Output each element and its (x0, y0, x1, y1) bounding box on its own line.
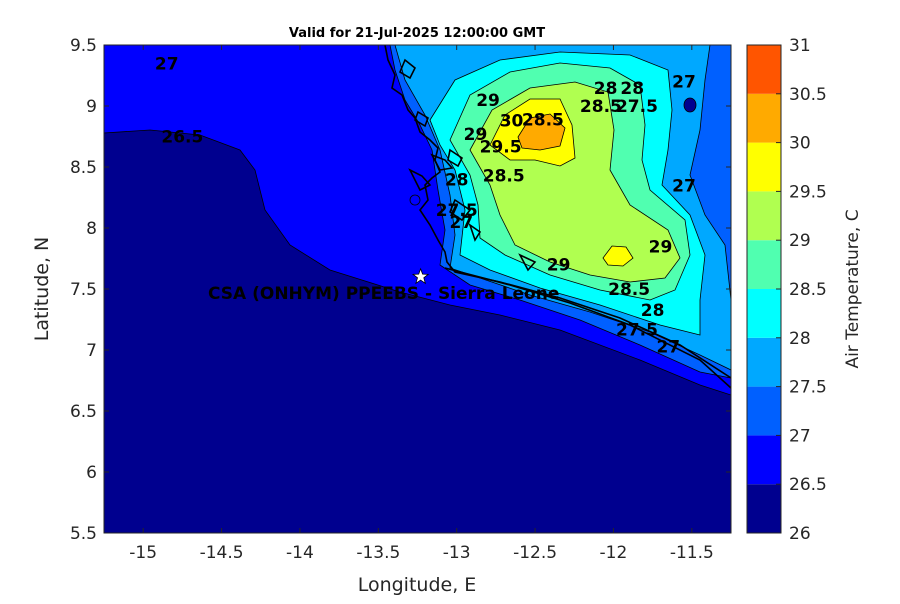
colorbar-tick-label: 28 (789, 329, 811, 349)
x-axis-ticks: -15 -14.5 -14 -13.5 -13 -12.5 -12 -11.5 (129, 45, 714, 563)
colorbar-tick-label: 27.5 (789, 378, 827, 398)
coastline (384, 45, 731, 389)
contour-label: 27 (155, 54, 179, 74)
contour-label: 28.5 (483, 167, 525, 187)
contour-label: 28 (594, 79, 618, 99)
colorbar (747, 45, 781, 533)
colorbar-segment (747, 337, 781, 387)
colorbar-segment (747, 142, 781, 192)
y-tick-label: 7 (86, 341, 97, 361)
colorbar-tick-label: 27 (789, 426, 811, 446)
y-tick-label: 9.5 (70, 36, 97, 56)
colorbar-ticks: 26 26.5 27 27.5 28 28.5 29 29.5 30 30.5 31 (776, 36, 827, 544)
contour-label: 27 (656, 337, 680, 357)
contour-label: 27 (672, 73, 696, 93)
x-tick-label: -14 (286, 543, 314, 563)
colorbar-segment (747, 191, 781, 241)
contour-label: 28 (445, 170, 469, 190)
contour-label: 28.5 (522, 111, 564, 131)
colorbar-tick-label: 31 (789, 36, 811, 56)
colorbar-segment (747, 45, 781, 94)
contour-label: 27.5 (616, 97, 658, 117)
x-tick-label: -12.5 (513, 543, 557, 563)
colorbar-segment (747, 289, 781, 338)
x-tick-label: -13.5 (356, 543, 400, 563)
colorbar-segment (747, 386, 781, 436)
colorbar-tick-label: 29 (789, 231, 811, 251)
y-tick-label: 9 (86, 97, 97, 117)
x-tick-label: -11.5 (670, 543, 714, 563)
plot-area (104, 45, 731, 533)
contour-label: 29 (649, 237, 673, 257)
contour-label: 28 (620, 79, 644, 99)
colorbar-segment (747, 484, 781, 533)
contour-label: 29 (476, 91, 500, 111)
chart-title: Valid for 21-Jul-2025 12:00:00 GMT (289, 26, 545, 41)
contour-label: 28.5 (608, 280, 650, 300)
contour-label: 29 (464, 125, 488, 145)
colorbar-tick-label: 28.5 (789, 280, 827, 300)
contour-label: 28.5 (580, 97, 622, 117)
contour-label: 27.5 (616, 320, 658, 340)
contour-label: 27.5 (436, 201, 478, 221)
x-tick-label: -15 (129, 543, 157, 563)
colorbar-label: Air Temperature, C (843, 209, 863, 368)
y-tick-label: 6 (86, 463, 97, 483)
station-label: CSA (ONHYM) PPEEBS - Sierra Leone (208, 284, 559, 304)
contour-label: 29.5 (480, 137, 522, 157)
colorbar-tick-label: 30.5 (789, 85, 827, 105)
x-tick-label: -13 (443, 543, 471, 563)
colorbar-segment (747, 240, 781, 289)
contour-label: 26.5 (161, 128, 203, 148)
colorbar-segment (747, 435, 781, 485)
contour-label: 28 (641, 301, 665, 321)
y-tick-label: 8 (86, 219, 97, 239)
star-icon (411, 267, 430, 285)
contour-fill-30 (518, 114, 565, 150)
contour-label: 27 (450, 213, 474, 233)
y-axis-label: Latitude, N (31, 237, 53, 342)
x-axis-label: Longitude, E (358, 574, 477, 596)
colorbar-segment (747, 93, 781, 143)
x-tick-label: -14.5 (200, 543, 244, 563)
contour-label: 30 (500, 112, 524, 132)
colorbar-tick-label: 26.5 (789, 475, 827, 495)
colorbar-tick-label: 29.5 (789, 182, 827, 202)
y-tick-label: 7.5 (70, 280, 97, 300)
x-tick-label: -12 (600, 543, 628, 563)
station-marker (411, 267, 430, 285)
colorbar-tick-label: 30 (789, 134, 811, 154)
contour-label: 27 (672, 176, 696, 196)
y-axis-ticks: 5.5 6 6.5 7 7.5 8 8.5 9 9.5 (70, 36, 731, 544)
contour-fill-29-5-east (603, 246, 633, 266)
y-tick-label: 6.5 (70, 402, 97, 422)
y-tick-label: 5.5 (70, 524, 97, 544)
contour-label: 29 (547, 256, 571, 276)
colorbar-tick-label: 26 (789, 524, 811, 544)
y-tick-label: 8.5 (70, 158, 97, 178)
